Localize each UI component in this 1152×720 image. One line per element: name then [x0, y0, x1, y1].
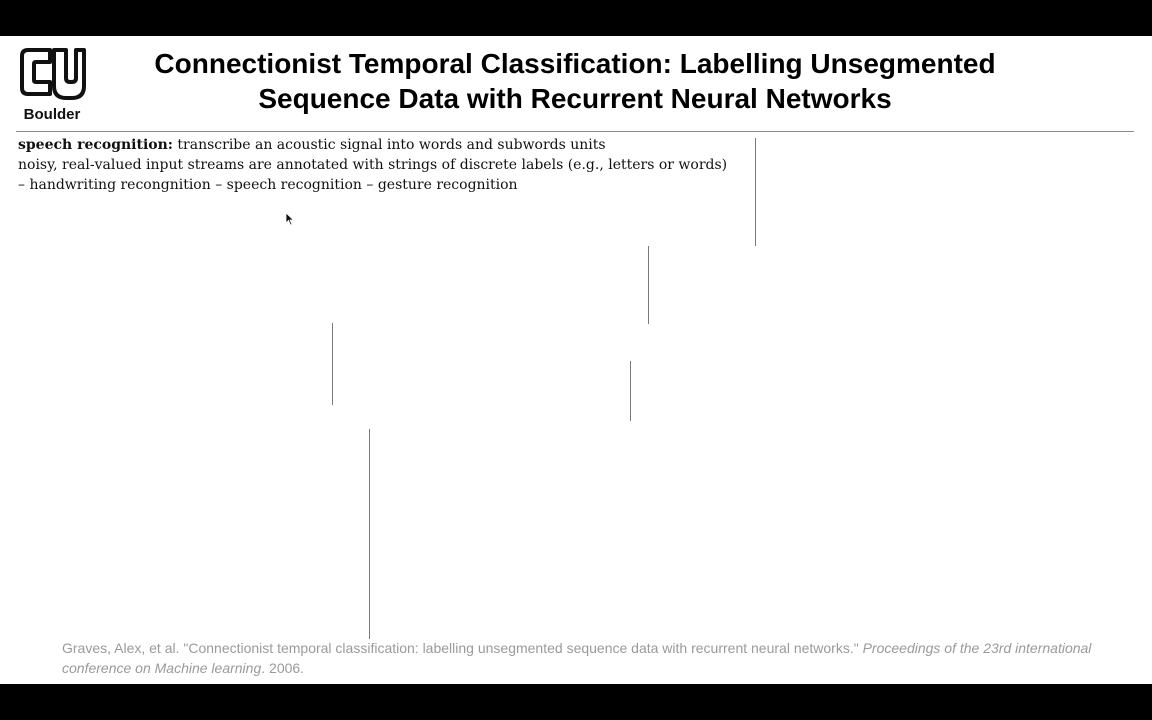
drawn-stroke — [648, 246, 649, 324]
title-line-1: Connectionist Temporal Classification: L… — [154, 48, 996, 79]
body-line-1-rest: transcribe an acoustic signal into words… — [172, 137, 606, 153]
body-line-2: noisy, real-valued input streams are ann… — [18, 157, 728, 173]
citation-venue: Proceedings of the 23rd international co… — [62, 640, 1092, 676]
citation-authors-title: Graves, Alex, et al. "Connectionist temp… — [62, 640, 863, 656]
citation: Graves, Alex, et al. "Connectionist temp… — [62, 638, 1122, 678]
drawn-stroke — [630, 361, 631, 421]
slide-title: Connectionist Temporal Classification: L… — [100, 46, 1050, 116]
drawn-stroke — [755, 138, 756, 246]
citation-year: . 2006. — [261, 660, 305, 676]
drawn-stroke — [332, 323, 333, 405]
slide-body: speech recognition: transcribe an acoust… — [18, 135, 727, 195]
cu-boulder-logo-icon — [20, 48, 86, 100]
university-logo: Boulder — [16, 42, 88, 123]
mouse-cursor-icon — [285, 212, 295, 226]
drawn-stroke — [369, 429, 370, 639]
body-line-1-lead: speech recognition: — [18, 137, 173, 153]
slide: Boulder Connectionist Temporal Classific… — [0, 36, 1152, 684]
body-line-3: – handwriting recongnition – speech reco… — [18, 177, 518, 193]
logo-text: Boulder — [23, 106, 81, 123]
body-line-1: speech recognition: transcribe an acoust… — [18, 135, 727, 155]
title-divider — [16, 131, 1134, 132]
title-line-2: Sequence Data with Recurrent Neural Netw… — [258, 83, 892, 114]
